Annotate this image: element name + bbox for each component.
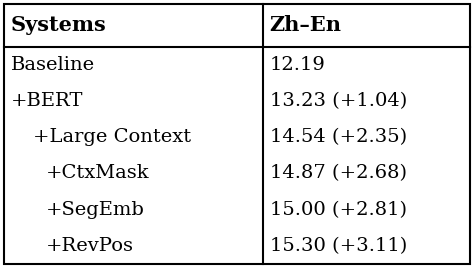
Text: +Large Context: +Large Context [33, 128, 191, 146]
Text: 15.30 (+3.11): 15.30 (+3.11) [270, 237, 407, 255]
Text: Baseline: Baseline [11, 56, 95, 74]
Text: Systems: Systems [11, 15, 107, 35]
Text: 15.00 (+2.81): 15.00 (+2.81) [270, 201, 407, 219]
Text: 13.23 (+1.04): 13.23 (+1.04) [270, 92, 407, 110]
Text: 14.87 (+2.68): 14.87 (+2.68) [270, 165, 407, 183]
Text: 14.54 (+2.35): 14.54 (+2.35) [270, 128, 407, 146]
Text: Zh–En: Zh–En [270, 15, 342, 35]
Text: +CtxMask: +CtxMask [46, 165, 150, 183]
Text: +SegEmb: +SegEmb [46, 201, 145, 219]
Text: +RevPos: +RevPos [46, 237, 134, 255]
Text: +BERT: +BERT [11, 92, 83, 110]
Text: 12.19: 12.19 [270, 56, 326, 74]
